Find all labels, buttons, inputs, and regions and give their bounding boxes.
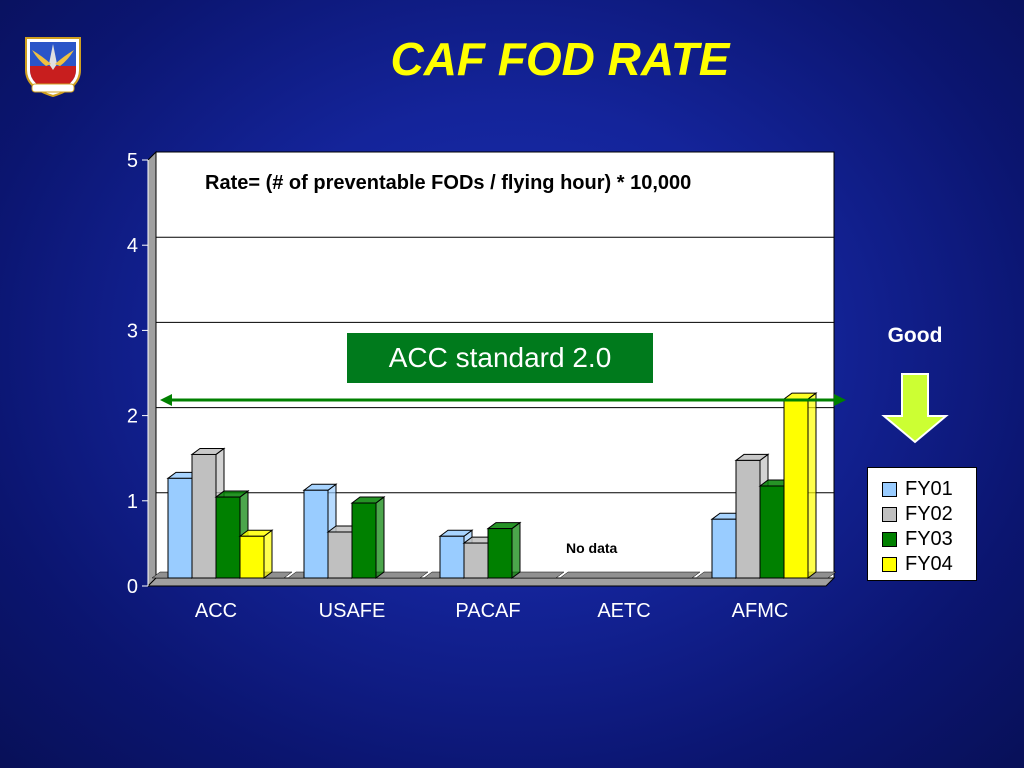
good-label: Good (887, 324, 943, 347)
slide-title: CAF FOD RATE (390, 33, 730, 85)
x-tick-label-afmc: AFMC (732, 600, 789, 622)
legend-swatch-fy01 (882, 481, 897, 497)
rate-formula: Rate= (# of preventable FODs / flying ho… (205, 172, 692, 194)
y-tick-label: 1 (127, 491, 138, 513)
legend-swatch-fy04 (882, 556, 897, 572)
y-tick-label: 3 (127, 320, 138, 342)
legend-item-fy04: FY04 (882, 552, 953, 576)
bar-side (375, 496, 385, 579)
legend-swatch-fy03 (882, 531, 897, 547)
air-combat-command-logo (18, 30, 88, 100)
bar-usafe-fy03 (350, 496, 386, 579)
legend-label-fy04: FY04 (905, 552, 953, 575)
bar-acc-fy04 (238, 529, 274, 579)
legend-swatch-fy02 (882, 506, 897, 522)
y-tick-label: 5 (127, 150, 138, 172)
down-arrow-icon (880, 372, 950, 449)
standard-line-right-arrowhead (834, 394, 846, 406)
plot-left-wall (147, 150, 157, 588)
bar-side (263, 529, 273, 579)
bar-side (511, 521, 521, 579)
legend-label-fy03: FY03 (905, 527, 953, 550)
bar-front (327, 531, 353, 579)
bar-front (439, 535, 465, 579)
standard-line-left-arrowhead (160, 394, 172, 406)
floor-strip (559, 571, 701, 579)
y-tick-label: 4 (127, 235, 138, 257)
x-tick-label-pacaf: PACAF (455, 600, 520, 622)
bar-front (487, 528, 513, 579)
y-tick-label: 0 (127, 576, 138, 598)
bar-side (807, 392, 817, 579)
bar-front (351, 502, 377, 579)
no-data-label: No data (566, 540, 618, 556)
x-tick-label-acc: ACC (195, 600, 237, 622)
x-tick-label-usafe: USAFE (319, 600, 386, 622)
standard-callout: ACC standard 2.0 (347, 333, 653, 383)
bar-front (215, 496, 241, 579)
chart-legend: FY01 FY02 FY03 FY04 (867, 467, 977, 581)
legend-item-fy03: FY03 (882, 527, 953, 551)
bar-front (711, 518, 737, 579)
plot-floor (146, 577, 836, 587)
y-tick-label: 2 (127, 406, 138, 428)
bar-afmc-fy04 (782, 392, 818, 579)
standard-label: ACC standard 2.0 (388, 342, 612, 373)
legend-item-fy01: FY01 (882, 477, 953, 501)
bar-front (463, 542, 489, 579)
bar-front (759, 485, 785, 579)
bar-front (783, 398, 809, 579)
bar-pacaf-fy03 (486, 521, 522, 579)
bar-front (191, 453, 217, 579)
bar-front (303, 489, 329, 579)
x-tick-label-aetc: AETC (597, 600, 650, 622)
legend-item-fy02: FY02 (882, 502, 953, 526)
bar-front (735, 459, 761, 579)
legend-label-fy01: FY01 (905, 477, 953, 500)
bar-front (239, 535, 265, 579)
legend-label-fy02: FY02 (905, 502, 953, 525)
bar-front (167, 477, 193, 579)
